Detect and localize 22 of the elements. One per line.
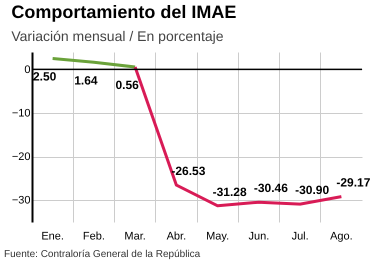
x-tick-label: Ago. — [330, 230, 353, 242]
chart-title: Comportamiento del IMAE — [11, 2, 236, 22]
x-tick-label: Mar. — [124, 230, 146, 242]
source-note: Fuente: Contraloría General de la República — [4, 249, 201, 260]
data-label: -30.46 — [254, 181, 288, 196]
x-tick-label: May. — [206, 230, 230, 242]
chart-subtitle: Variación mensual / En porcentaje — [11, 28, 224, 44]
y-tick-label: −30 — [12, 194, 30, 207]
data-label: -31.28 — [212, 184, 247, 199]
data-label: 0.56 — [115, 78, 140, 92]
x-tick-label: Abr. — [166, 230, 186, 242]
x-tick-label: Jun. — [248, 230, 270, 242]
data-label: 2.50 — [32, 70, 57, 84]
data-label: -30.90 — [295, 183, 330, 198]
x-tick-label: Ene. — [41, 230, 64, 242]
x-tick-label: Feb. — [82, 230, 105, 242]
data-label: -29.17 — [336, 176, 371, 190]
y-tick-label: −10 — [12, 108, 30, 120]
x-tick-label: Jul. — [292, 230, 309, 242]
data-label: 1.64 — [74, 73, 98, 88]
y-tick-label: 0 — [24, 64, 30, 76]
y-tick-label: −20 — [12, 151, 30, 164]
